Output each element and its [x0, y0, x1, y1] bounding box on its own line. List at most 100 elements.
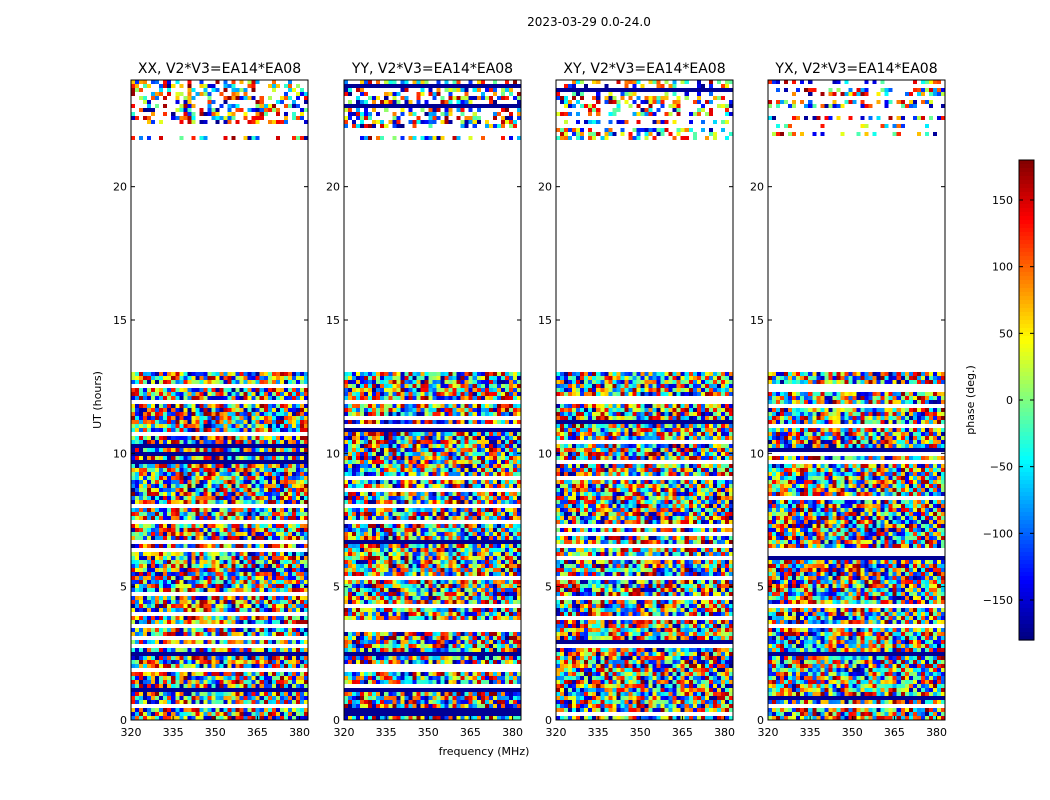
x-tick-label: 350 [842, 726, 863, 739]
colorbar-segment [1019, 432, 1034, 437]
colorbar-segment [1019, 468, 1034, 473]
colorbar-segment [1019, 228, 1034, 233]
colorbar-segment [1019, 604, 1034, 609]
colorbar-segment [1019, 256, 1034, 261]
colorbar-segment [1019, 424, 1034, 429]
colorbar-segment [1019, 448, 1034, 453]
x-tick-label: 380 [926, 726, 947, 739]
colorbar-segment [1019, 220, 1034, 225]
colorbar-segment [1019, 396, 1034, 401]
colorbar-segment [1019, 188, 1034, 193]
colorbar-segment [1019, 292, 1034, 297]
colorbar-segment [1019, 284, 1034, 289]
colorbar-tick-label: −50 [990, 461, 1013, 474]
phase-heatmap [556, 80, 733, 720]
figure-suptitle: 2023-03-29 0.0-24.0 [527, 15, 651, 29]
colorbar-segment [1019, 416, 1034, 421]
colorbar-label: phase (deg.) [964, 365, 977, 435]
colorbar-segment [1019, 348, 1034, 353]
x-tick-label: 320 [546, 726, 567, 739]
colorbar-segment [1019, 504, 1034, 509]
colorbar-segment [1019, 544, 1034, 549]
colorbar-segment [1019, 320, 1034, 325]
colorbar-segment [1019, 440, 1034, 445]
colorbar-segment [1019, 500, 1034, 505]
colorbar-segment [1019, 316, 1034, 321]
colorbar-segment [1019, 216, 1034, 221]
colorbar-segment [1019, 244, 1034, 249]
colorbar-segment [1019, 356, 1034, 361]
x-tick-label: 365 [247, 726, 268, 739]
colorbar-segment [1019, 204, 1034, 209]
colorbar-segment [1019, 236, 1034, 241]
phase-heatmap [768, 80, 945, 720]
y-tick-label: 0 [120, 714, 127, 727]
colorbar-segment [1019, 636, 1034, 641]
colorbar-segment [1019, 596, 1034, 601]
colorbar-segment [1019, 180, 1034, 185]
colorbar-segment [1019, 260, 1034, 265]
panels: XX, V2*V3=EA14*EA08 320 335 350 365 380 0 5 10 15… [113, 61, 947, 739]
colorbar-segment [1019, 304, 1034, 309]
colorbar-segment [1019, 436, 1034, 441]
colorbar-segment [1019, 496, 1034, 501]
colorbar-segment [1019, 288, 1034, 293]
colorbar-segment [1019, 380, 1034, 385]
panel-xy: XY, V2*V3=EA14*EA08 320 335 350 365 380 0 5 10 15… [538, 61, 735, 739]
colorbar-segment [1019, 524, 1034, 529]
colorbar-segment [1019, 536, 1034, 541]
colorbar: −150 −100 −50 0 50 100 150 [983, 159, 1035, 641]
x-tick-label: 350 [630, 726, 651, 739]
colorbar-segment [1019, 296, 1034, 301]
colorbar-segment [1019, 572, 1034, 577]
colorbar-segment [1019, 404, 1034, 409]
colorbar-tick-label: 100 [992, 261, 1013, 274]
x-tick-label: 335 [376, 726, 397, 739]
colorbar-segment [1019, 456, 1034, 461]
colorbar-segment [1019, 160, 1034, 165]
colorbar-segment [1019, 588, 1034, 593]
panel-xx: XX, V2*V3=EA14*EA08 320 335 350 365 380 0 5 10 15… [113, 61, 310, 739]
colorbar-segment [1019, 412, 1034, 417]
x-tick-label: 350 [418, 726, 439, 739]
x-axis-label: frequency (MHz) [439, 745, 530, 758]
colorbar-segment [1019, 240, 1034, 245]
colorbar-segment [1019, 340, 1034, 345]
colorbar-segment [1019, 300, 1034, 305]
x-tick-label: 335 [588, 726, 609, 739]
colorbar-segment [1019, 620, 1034, 625]
colorbar-tick-label: −100 [983, 527, 1013, 540]
colorbar-segment [1019, 532, 1034, 537]
colorbar-segment [1019, 392, 1034, 397]
y-tick-label: 10 [750, 447, 764, 460]
y-tick-label: 15 [113, 314, 127, 327]
colorbar-segment [1019, 400, 1034, 405]
colorbar-segment [1019, 472, 1034, 477]
colorbar-segment [1019, 176, 1034, 181]
colorbar-segment [1019, 212, 1034, 217]
colorbar-segment [1019, 476, 1034, 481]
colorbar-segment [1019, 556, 1034, 561]
x-tick-label: 365 [460, 726, 481, 739]
phase-heatmap [131, 80, 308, 720]
colorbar-segment [1019, 616, 1034, 621]
colorbar-segment [1019, 344, 1034, 349]
colorbar-segment [1019, 464, 1034, 469]
colorbar-tick-label: 150 [992, 194, 1013, 207]
y-tick-label: 15 [538, 314, 552, 327]
colorbar-segment [1019, 376, 1034, 381]
colorbar-segment [1019, 252, 1034, 257]
panel-title: YY, V2*V3=EA14*EA08 [351, 61, 513, 77]
colorbar-segment [1019, 560, 1034, 565]
colorbar-segment [1019, 460, 1034, 465]
x-tick-label: 320 [758, 726, 779, 739]
colorbar-segment [1019, 548, 1034, 553]
colorbar-segment [1019, 564, 1034, 569]
panel-yy: YY, V2*V3=EA14*EA08 320 335 350 365 380 0 5 10 15… [326, 61, 523, 739]
colorbar-segment [1019, 608, 1034, 613]
colorbar-segment [1019, 324, 1034, 329]
y-tick-label: 20 [538, 181, 552, 194]
colorbar-segment [1019, 512, 1034, 517]
colorbar-segment [1019, 172, 1034, 177]
x-tick-label: 320 [121, 726, 142, 739]
